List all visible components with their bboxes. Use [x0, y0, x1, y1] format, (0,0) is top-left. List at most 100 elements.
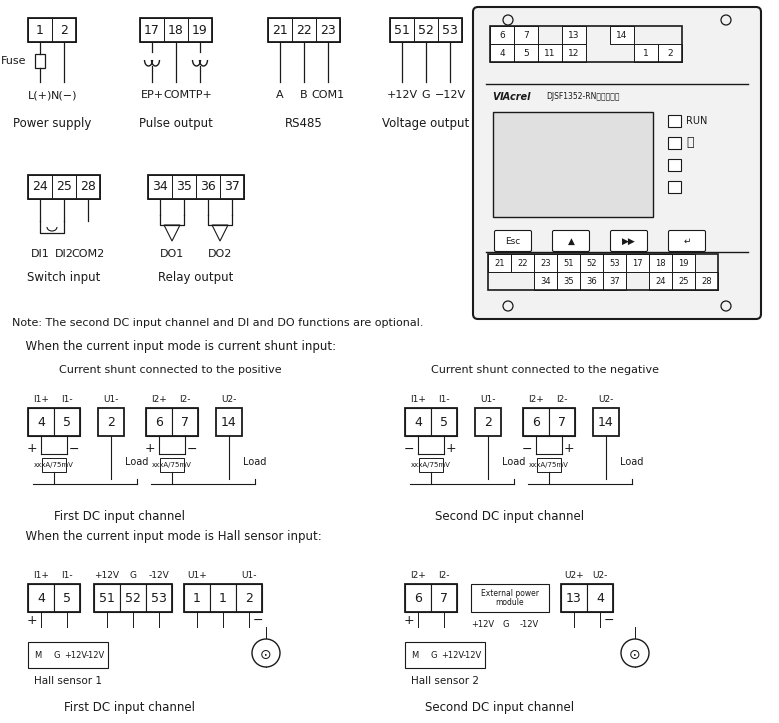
Text: 34: 34: [540, 276, 551, 286]
Bar: [549, 408, 575, 436]
Text: 19: 19: [679, 259, 689, 268]
Text: 5: 5: [63, 416, 71, 429]
Text: +: +: [564, 442, 575, 455]
Text: M: M: [34, 651, 41, 659]
Text: 52: 52: [125, 591, 141, 604]
Bar: [28, 584, 80, 612]
Bar: [188, 18, 212, 42]
Bar: [28, 18, 52, 42]
Text: Load: Load: [502, 457, 525, 467]
Text: Hall sensor 1: Hall sensor 1: [34, 676, 102, 686]
Bar: [562, 44, 586, 62]
Text: First DC input channel: First DC input channel: [55, 510, 185, 523]
Text: 12: 12: [569, 48, 580, 58]
Text: 51: 51: [99, 591, 115, 604]
Bar: [172, 408, 198, 436]
Bar: [603, 272, 626, 290]
Text: I2+: I2+: [528, 395, 544, 404]
Text: G: G: [129, 571, 136, 581]
Text: +12V: +12V: [386, 90, 418, 100]
Text: G: G: [431, 651, 437, 659]
Text: +12V: +12V: [94, 571, 119, 581]
Text: ⊙: ⊙: [629, 648, 641, 662]
Text: 14: 14: [616, 30, 628, 40]
Text: 7: 7: [523, 30, 529, 40]
Bar: [580, 254, 603, 272]
Bar: [514, 44, 538, 62]
Bar: [146, 584, 172, 612]
Bar: [54, 408, 80, 436]
Text: ⍼: ⍼: [686, 137, 693, 150]
Text: U1-: U1-: [480, 395, 495, 404]
Text: 2: 2: [667, 48, 673, 58]
Bar: [523, 408, 575, 436]
Bar: [580, 272, 603, 290]
Bar: [28, 408, 80, 436]
Text: I2+: I2+: [410, 571, 426, 581]
Text: xxxA/75mV: xxxA/75mV: [529, 462, 569, 468]
Text: 25: 25: [679, 276, 689, 286]
Text: 6: 6: [155, 416, 163, 429]
Text: 7: 7: [440, 591, 448, 604]
Bar: [488, 254, 511, 272]
Bar: [216, 408, 242, 436]
Bar: [28, 18, 76, 42]
Text: 22: 22: [517, 259, 527, 268]
Text: xxxA/75mV: xxxA/75mV: [34, 462, 74, 468]
Circle shape: [621, 639, 649, 667]
Text: I1+: I1+: [410, 395, 426, 404]
Text: I2-: I2-: [556, 395, 568, 404]
Text: 14: 14: [598, 416, 614, 429]
Text: 22: 22: [296, 24, 312, 36]
Bar: [514, 26, 538, 44]
Text: +: +: [404, 614, 414, 627]
Bar: [220, 175, 244, 199]
Text: U2-: U2-: [221, 395, 237, 404]
Bar: [603, 254, 626, 272]
Text: RUN: RUN: [686, 116, 707, 126]
Bar: [390, 18, 462, 42]
Text: When the current input mode is Hall sensor input:: When the current input mode is Hall sens…: [18, 530, 322, 543]
Bar: [94, 584, 120, 612]
Bar: [557, 254, 580, 272]
Text: 6: 6: [532, 416, 540, 429]
Text: +: +: [144, 442, 155, 455]
Text: 4: 4: [37, 416, 45, 429]
Bar: [649, 272, 672, 290]
Bar: [210, 584, 236, 612]
Text: 5: 5: [523, 48, 529, 58]
Bar: [561, 584, 613, 612]
Text: 51: 51: [563, 259, 574, 268]
Text: 51: 51: [394, 24, 410, 36]
Bar: [668, 137, 681, 149]
Bar: [405, 408, 431, 436]
Polygon shape: [212, 225, 228, 241]
Text: Load: Load: [620, 457, 643, 467]
Text: ▶▶: ▶▶: [622, 236, 636, 246]
Text: COM1: COM1: [312, 90, 344, 100]
Text: 4: 4: [596, 591, 604, 604]
Text: Power supply: Power supply: [12, 117, 91, 130]
Text: Second DC input channel: Second DC input channel: [435, 510, 584, 523]
Text: DJSF1352-RN直流电能表: DJSF1352-RN直流电能表: [546, 92, 619, 101]
Text: 2: 2: [484, 416, 492, 429]
Text: U1-: U1-: [241, 571, 257, 581]
Bar: [196, 175, 220, 199]
Text: U1+: U1+: [187, 571, 207, 581]
Bar: [658, 44, 682, 62]
Bar: [587, 584, 613, 612]
Bar: [438, 18, 462, 42]
Bar: [668, 159, 681, 171]
Bar: [537, 458, 561, 472]
Text: 36: 36: [586, 276, 597, 286]
Text: 28: 28: [701, 276, 712, 286]
Text: I2+: I2+: [151, 395, 167, 404]
Text: L(+): L(+): [28, 90, 52, 100]
Text: 34: 34: [152, 181, 168, 194]
Bar: [140, 18, 212, 42]
Bar: [98, 408, 124, 436]
Bar: [610, 26, 634, 44]
Text: 18: 18: [655, 259, 666, 268]
Text: U2+: U2+: [564, 571, 583, 581]
Text: 37: 37: [224, 181, 240, 194]
